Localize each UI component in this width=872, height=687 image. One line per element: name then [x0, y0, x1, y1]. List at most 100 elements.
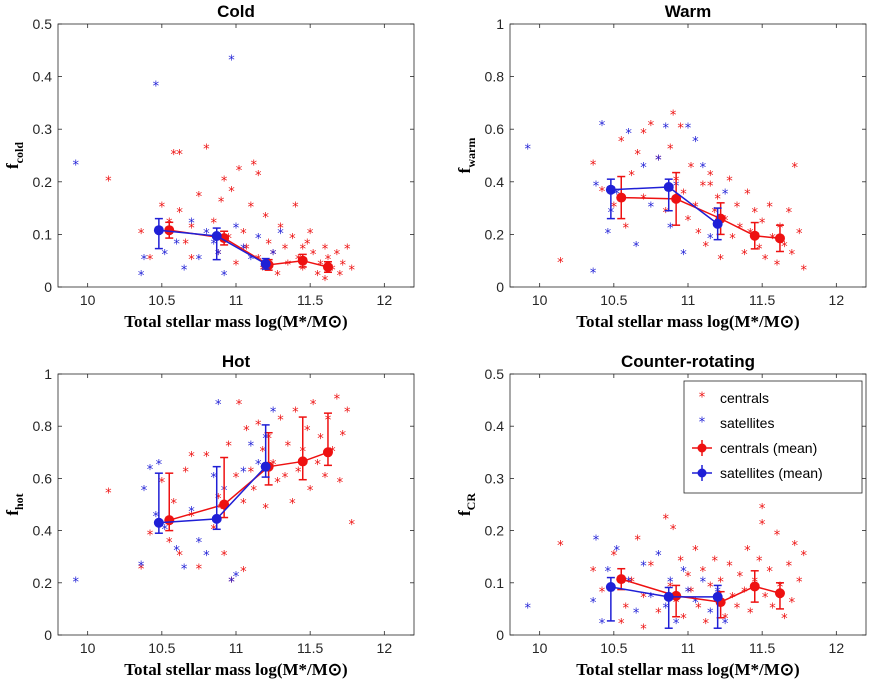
- x-tick-label: 11: [229, 292, 244, 308]
- centrals-point: *: [618, 617, 625, 632]
- centrals-point: *: [282, 471, 289, 486]
- centrals-point: *: [300, 264, 307, 279]
- centrals-point: *: [648, 560, 655, 575]
- satellites-point: *: [277, 227, 284, 242]
- satellites-mean-point: [153, 225, 164, 236]
- x-tick-label: 11: [681, 292, 696, 308]
- y-axis-label: fcold: [3, 142, 26, 169]
- satellites-mean-point: [663, 591, 674, 602]
- satellites-point: *: [188, 505, 195, 520]
- centrals-point: *: [655, 607, 662, 622]
- centrals-point: *: [680, 612, 687, 627]
- centrals-point: *: [304, 237, 311, 252]
- x-tick-label: 12: [829, 292, 845, 308]
- centrals-point: *: [707, 180, 714, 195]
- centrals-point: *: [243, 243, 250, 258]
- centrals-point: *: [251, 159, 258, 174]
- legend-label: satellites: [720, 415, 774, 431]
- legend-mean-marker: [697, 443, 707, 453]
- centrals-point: *: [759, 216, 766, 231]
- centrals-point: *: [228, 575, 235, 590]
- y-axis-label-main: f: [455, 167, 474, 173]
- satellites-mean-point: [260, 461, 271, 472]
- centrals-point: *: [304, 424, 311, 439]
- centrals-mean-point: [297, 255, 308, 266]
- centrals-point: *: [663, 513, 670, 528]
- legend-label: centrals: [720, 390, 769, 406]
- centrals-point: *: [289, 497, 296, 512]
- y-tick-label: 0.2: [33, 174, 53, 190]
- satellites-point: *: [593, 180, 600, 195]
- satellites-point: *: [270, 248, 277, 263]
- satellites-point: *: [211, 237, 218, 252]
- centrals-point: *: [262, 502, 269, 517]
- centrals-point: *: [744, 544, 751, 559]
- panel-counter-rotating: 10 10.5 11 11.5 12 0 0.1 0.2 0.3 0.4 0.5 Counter-ro…: [455, 352, 867, 679]
- centrals-mean-point: [774, 233, 785, 244]
- satellites-point: *: [138, 269, 145, 284]
- centrals-point: *: [789, 248, 796, 263]
- centrals-mean-point: [774, 588, 785, 599]
- x-tick-label: 12: [377, 640, 393, 656]
- centrals-point: *: [196, 562, 203, 577]
- y-axis-label: fhot: [3, 493, 26, 515]
- centrals-point: *: [248, 201, 255, 216]
- centrals-point: *: [711, 206, 718, 221]
- centrals-point: *: [800, 549, 807, 564]
- centrals-point: *: [188, 253, 195, 268]
- y-axis-label-main: f: [3, 163, 22, 169]
- legend: * centrals * satellites centrals (mean) satel…: [683, 380, 863, 494]
- satellites-point: *: [663, 601, 670, 616]
- centrals-point: *: [240, 565, 247, 580]
- satellites-mean-point: [153, 517, 164, 528]
- centrals-point: *: [221, 549, 228, 564]
- x-tick-label: 10.5: [600, 292, 627, 308]
- chart-title: Hot: [222, 352, 251, 371]
- centrals-point: *: [314, 458, 321, 473]
- centrals-point: *: [741, 586, 748, 601]
- satellites-point: *: [196, 253, 203, 268]
- y-tick-label: 0.8: [33, 418, 53, 434]
- centrals-point: *: [717, 253, 724, 268]
- y-tick-label: 0.5: [485, 366, 505, 382]
- panel-hot: 10 10.5 11 11.5 12 0 0.2 0.4 0.6 0.8 1 Hot Total ste…: [3, 352, 415, 679]
- centrals-point: *: [329, 264, 336, 279]
- panel-warm: 10 10.5 11 11.5 12 0 0.2 0.4 0.6 0.8 1 Warm Total st…: [455, 2, 867, 331]
- centrals-point: *: [203, 450, 210, 465]
- x-tick-label: 11: [681, 640, 696, 656]
- centrals-point: *: [159, 476, 166, 491]
- satellites-mean-point: [712, 591, 723, 602]
- satellites-point: *: [248, 253, 255, 268]
- satellites-point: *: [700, 575, 707, 590]
- centrals-point: *: [756, 243, 763, 258]
- centrals-point: *: [759, 502, 766, 517]
- y-axis-label-main: f: [455, 510, 474, 516]
- y-axis-label-subscript: hot: [12, 493, 26, 510]
- satellites-point: *: [680, 248, 687, 263]
- centrals-point: *: [325, 253, 332, 268]
- y-tick-label: 0.4: [33, 69, 53, 85]
- centrals-point: *: [218, 195, 225, 210]
- x-tick-label: 10: [532, 640, 548, 656]
- centrals-point: *: [769, 601, 776, 616]
- satellites-point: *: [153, 80, 160, 95]
- satellites-point: *: [707, 232, 714, 247]
- centrals-point: *: [667, 143, 674, 158]
- satellites-point: *: [147, 463, 154, 478]
- satellites-mean-point: [605, 581, 616, 592]
- satellites-point: *: [141, 484, 148, 499]
- satellites-point: *: [633, 240, 640, 255]
- satellites-point: *: [655, 153, 662, 168]
- y-axis-label-subscript: warm: [464, 138, 478, 168]
- satellites-mean-point: [211, 230, 222, 241]
- centrals-point: *: [182, 237, 189, 252]
- satellites-point: *: [215, 248, 222, 263]
- centrals-point: *: [196, 190, 203, 205]
- centrals-point: *: [265, 237, 272, 252]
- centrals-point: *: [170, 497, 177, 512]
- y-tick-label: 0.2: [485, 226, 505, 242]
- centrals-point: *: [655, 153, 662, 168]
- satellites-mean-point: [663, 182, 674, 193]
- centrals-point: *: [680, 187, 687, 202]
- centrals-point: *: [557, 539, 564, 554]
